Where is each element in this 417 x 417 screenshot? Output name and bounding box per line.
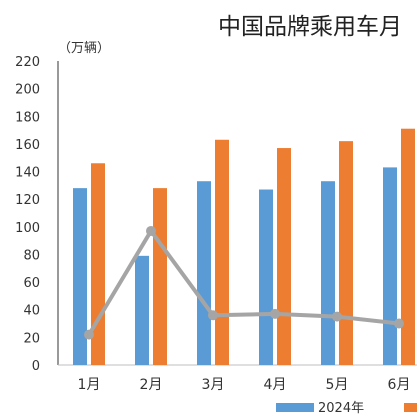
legend-swatch	[276, 403, 314, 412]
line-point-5	[332, 311, 342, 322]
y-tick-label: 60	[23, 276, 40, 291]
bar-series-1-2	[135, 255, 149, 365]
bar-series-2-6	[401, 128, 415, 365]
y-tick-label: 20	[23, 331, 40, 346]
y-tick-label: 180	[15, 110, 40, 125]
y-tick-label: 100	[15, 221, 40, 236]
x-tick-label: 2月	[140, 377, 163, 393]
x-tick-label: 5月	[326, 377, 349, 393]
bar-series-1-3	[197, 181, 211, 365]
bar-series-1-4	[259, 189, 273, 365]
bars-layer	[73, 128, 415, 365]
y-tick-label: 120	[15, 193, 40, 208]
bar-series-2-5	[339, 141, 353, 365]
y-tick-label: 140	[15, 166, 40, 181]
y-tick-label: 0	[32, 359, 40, 374]
legend: 2024年	[276, 401, 417, 416]
x-tick-label: 3月	[202, 377, 225, 393]
bar-series-2-3	[215, 139, 229, 365]
x-tick-label: 6月	[388, 377, 411, 393]
legend-label: 2024年	[318, 401, 364, 416]
x-tick-label: 1月	[78, 377, 101, 393]
line-series-layer	[84, 225, 404, 340]
line-series-path	[87, 228, 400, 336]
bar-series-1-1	[73, 188, 87, 365]
bar-series-1-5	[321, 181, 335, 365]
y-axis-ticks: 0 20 40 60 80 100 120 140 160 180 200 220	[15, 55, 40, 374]
bar-series-1-6	[383, 167, 397, 365]
line-point-1	[84, 329, 94, 340]
x-tick-label: 4月	[264, 377, 287, 393]
x-axis-tick-labels: 1月 2月 3月 4月 5月 6月	[78, 377, 411, 393]
line-point-3	[208, 310, 218, 321]
y-tick-label: 220	[15, 55, 40, 70]
line-point-6	[394, 318, 404, 329]
y-tick-label: 200	[15, 83, 40, 98]
bar-series-2-4	[277, 148, 291, 365]
line-point-2	[146, 225, 156, 236]
line-point-4	[270, 308, 280, 319]
y-axis-unit-label: （万辆）	[58, 41, 110, 56]
chart-title: 中国品牌乘用车月	[218, 14, 402, 40]
legend-swatch	[404, 403, 417, 412]
y-tick-label: 80	[23, 248, 40, 263]
y-tick-label: 160	[15, 138, 40, 153]
bar-series-2-2	[153, 188, 167, 365]
y-tick-label: 40	[23, 304, 40, 319]
